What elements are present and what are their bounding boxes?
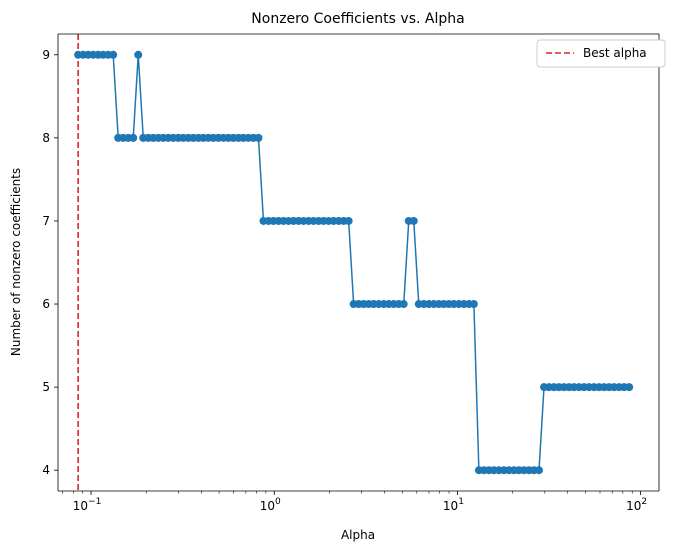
data-point — [535, 466, 543, 475]
y-tick-label: 4 — [42, 463, 50, 477]
y-axis-label: Number of nonzero coefficients — [9, 168, 23, 356]
y-tick-label: 9 — [42, 48, 50, 62]
x-tick-label: 10−1 — [73, 497, 102, 513]
x-tick-label: 100 — [260, 497, 281, 513]
y-tick-label: 7 — [42, 214, 50, 228]
x-tick-label: 102 — [626, 497, 647, 513]
legend-label-best-alpha: Best alpha — [583, 46, 647, 60]
x-axis-ticks: 10−1 100 101 102 — [62, 491, 647, 513]
data-point — [129, 133, 138, 142]
legend: Best alpha — [536, 39, 666, 68]
y-tick-label: 6 — [42, 297, 50, 311]
y-tick-label: 8 — [42, 131, 50, 145]
plot-area — [57, 33, 660, 492]
y-tick-label: 5 — [42, 380, 50, 394]
chart-title: Nonzero Coefficients vs. Alpha — [251, 11, 464, 27]
y-axis-ticks: 4 5 6 7 8 9 — [42, 48, 58, 477]
x-tick-label: 101 — [443, 497, 464, 513]
axes-frame — [57, 33, 660, 492]
data-point — [254, 133, 263, 142]
data-point — [109, 50, 118, 59]
legend-box — [536, 39, 666, 68]
data-point — [134, 50, 143, 59]
data-point — [344, 216, 353, 225]
x-axis-label: Alpha — [341, 528, 375, 542]
data-point — [469, 300, 478, 309]
data-point — [409, 216, 418, 225]
data-point — [625, 383, 634, 392]
data-point — [399, 300, 408, 309]
